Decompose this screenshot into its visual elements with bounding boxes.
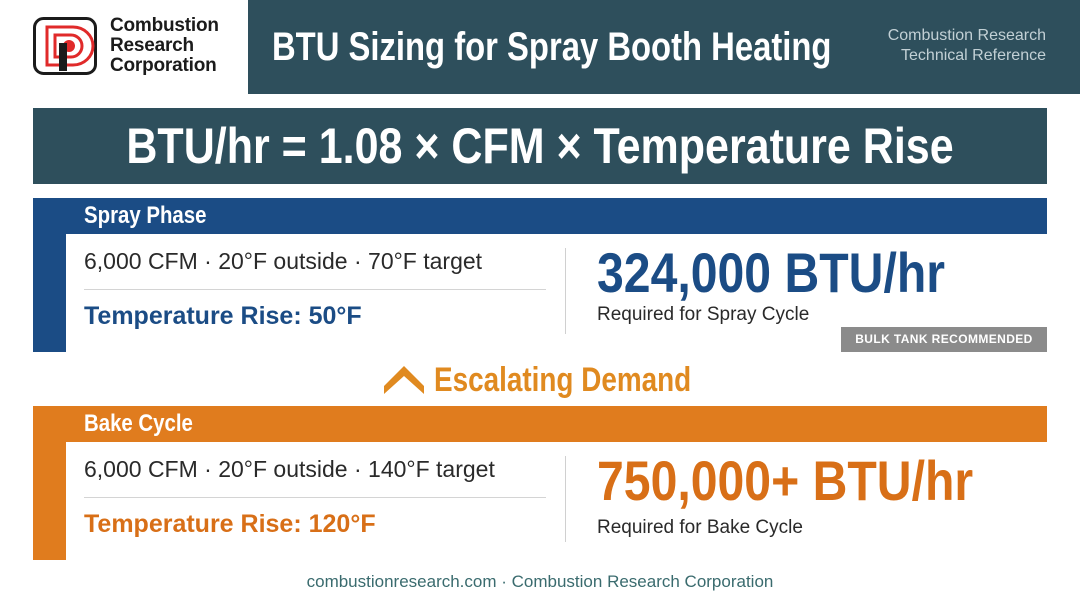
technical-reference-label: Combustion Research Technical Reference xyxy=(888,26,1046,66)
logo-line-1: Combustion xyxy=(110,15,219,36)
bake-cycle-card: Bake Cycle 6,000 CFM · 20°F outside · 14… xyxy=(33,406,1047,560)
reference-line-1: Combustion Research xyxy=(887,27,1046,44)
bulk-tank-badge: BULK TANK RECOMMENDED xyxy=(841,327,1047,352)
spray-phase-btu-value: 324,000 BTU/hr xyxy=(597,241,945,304)
logo-wordmark: Combustion Research Corporation xyxy=(110,16,219,76)
bake-cycle-accent xyxy=(33,442,66,560)
bake-cycle-caption: Required for Bake Cycle xyxy=(597,517,803,538)
spray-phase-caption: Required for Spray Cycle xyxy=(597,304,810,325)
spray-phase-divider xyxy=(84,289,546,290)
footer: combustionresearch.com · Combustion Rese… xyxy=(306,572,774,591)
formula-banner: BTU/hr = 1.08 × CFM × Temperature Rise xyxy=(33,108,1047,184)
bake-cycle-divider xyxy=(84,497,546,498)
bake-cycle-vertical-divider xyxy=(565,456,566,542)
logo-line-2: Research xyxy=(110,35,194,56)
logo-line-3: Corporation xyxy=(110,55,217,76)
page-title: BTU Sizing for Spray Booth Heating xyxy=(272,25,832,69)
bake-cycle-btu-value: 750,000+ BTU/hr xyxy=(597,449,974,512)
bake-cycle-spec: 6,000 CFM · 20°F outside · 140°F target xyxy=(84,456,495,482)
bake-cycle-title: Bake Cycle xyxy=(84,410,193,437)
spray-phase-spec: 6,000 CFM · 20°F outside · 70°F target xyxy=(84,248,483,274)
bake-cycle-header: Bake Cycle xyxy=(33,406,1047,442)
escalating-demand: Escalating Demand xyxy=(380,358,700,402)
bake-cycle-body: 6,000 CFM · 20°F outside · 140°F target … xyxy=(66,442,1047,556)
spray-phase-header: Spray Phase xyxy=(33,198,1047,234)
header: Combustion Research Corporation BTU Sizi… xyxy=(0,0,1080,94)
spray-phase-title: Spray Phase xyxy=(84,202,207,229)
reference-line-2: Technical Reference xyxy=(901,47,1046,64)
escalating-demand-label: Escalating Demand xyxy=(434,361,692,399)
chevron-up-icon xyxy=(384,366,424,394)
bake-cycle-temperature-rise: Temperature Rise: 120°F xyxy=(84,510,376,538)
title-bar: BTU Sizing for Spray Booth Heating Combu… xyxy=(248,0,1080,94)
logo: Combustion Research Corporation xyxy=(0,0,248,94)
combustion-research-logo-icon xyxy=(33,17,97,75)
spray-phase-accent xyxy=(33,234,66,352)
spray-phase-vertical-divider xyxy=(565,248,566,334)
formula-text: BTU/hr = 1.08 × CFM × Temperature Rise xyxy=(126,118,954,174)
spray-phase-temperature-rise: Temperature Rise: 50°F xyxy=(84,302,362,330)
